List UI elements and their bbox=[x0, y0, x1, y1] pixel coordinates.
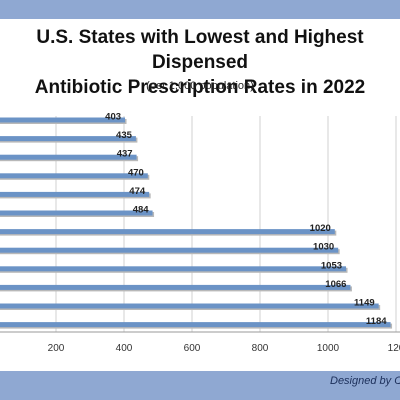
bar bbox=[0, 284, 351, 290]
bar bbox=[0, 322, 391, 328]
data-label: 1053 bbox=[321, 260, 342, 271]
bar bbox=[0, 210, 153, 216]
designer-credit: Designed by C bbox=[330, 375, 400, 387]
x-tick-label: 400 bbox=[116, 343, 133, 354]
x-tick-label: 200 bbox=[48, 343, 65, 354]
data-label: 474 bbox=[129, 186, 146, 197]
x-axis-ticks: 200 400 600 800 1000 120 bbox=[48, 343, 400, 354]
bar bbox=[0, 154, 137, 160]
data-label: 437 bbox=[117, 149, 133, 160]
data-label: 484 bbox=[133, 205, 150, 216]
bar bbox=[0, 247, 339, 253]
bar bbox=[0, 191, 150, 197]
data-label: 1066 bbox=[325, 279, 346, 290]
bar bbox=[0, 266, 347, 272]
x-tick-label: 1000 bbox=[317, 343, 340, 354]
data-label: 403 bbox=[105, 112, 121, 123]
bar bbox=[0, 303, 379, 309]
bar bbox=[0, 173, 148, 179]
x-tick-label: 600 bbox=[184, 343, 201, 354]
data-label: 1020 bbox=[310, 223, 331, 234]
chart-title: U.S. States with Lowest and Highest Disp… bbox=[34, 27, 366, 98]
grid-lines bbox=[0, 116, 400, 333]
bar bbox=[0, 229, 335, 235]
x-tick-label: 120 bbox=[388, 343, 400, 354]
data-label: 435 bbox=[116, 130, 133, 141]
data-label: 1149 bbox=[354, 298, 375, 309]
x-tick-label: 800 bbox=[252, 343, 269, 354]
data-label: 1030 bbox=[313, 242, 334, 253]
bars: 403 435 437 470 474 484 1020 1030 1053 1066 1149 11… bbox=[0, 112, 393, 329]
bar bbox=[0, 136, 136, 142]
bar bbox=[0, 117, 126, 123]
data-label: 470 bbox=[128, 167, 144, 178]
chart-subtitle: (per 1,000 population) bbox=[146, 80, 254, 92]
data-label: 1184 bbox=[366, 316, 387, 327]
